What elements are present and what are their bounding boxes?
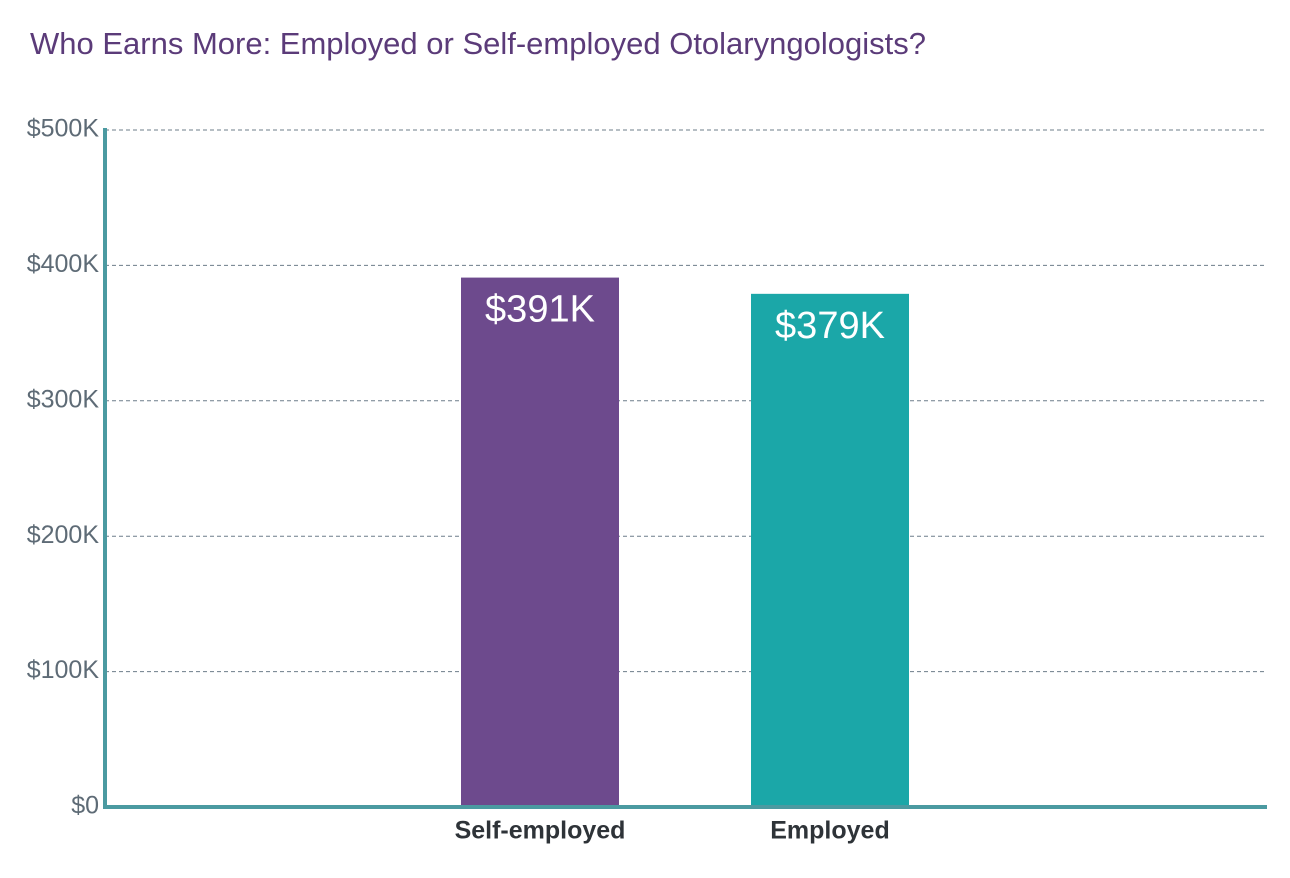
y-tick-label: $200K	[27, 521, 100, 549]
value-label: $379K	[775, 305, 885, 347]
y-tick-label: $0	[71, 792, 99, 820]
y-tick-label: $400K	[27, 250, 100, 278]
chart-title: Who Earns More: Employed or Self-employe…	[30, 26, 926, 61]
bar	[751, 293, 909, 808]
x-tick-label: Self-employed	[455, 817, 626, 845]
y-tick-label: $100K	[27, 656, 100, 684]
y-tick-label: $500K	[27, 115, 100, 143]
x-tick-label: Employed	[770, 817, 889, 845]
y-tick-label: $300K	[27, 385, 100, 413]
bar	[461, 277, 619, 807]
value-label: $391K	[485, 289, 595, 331]
